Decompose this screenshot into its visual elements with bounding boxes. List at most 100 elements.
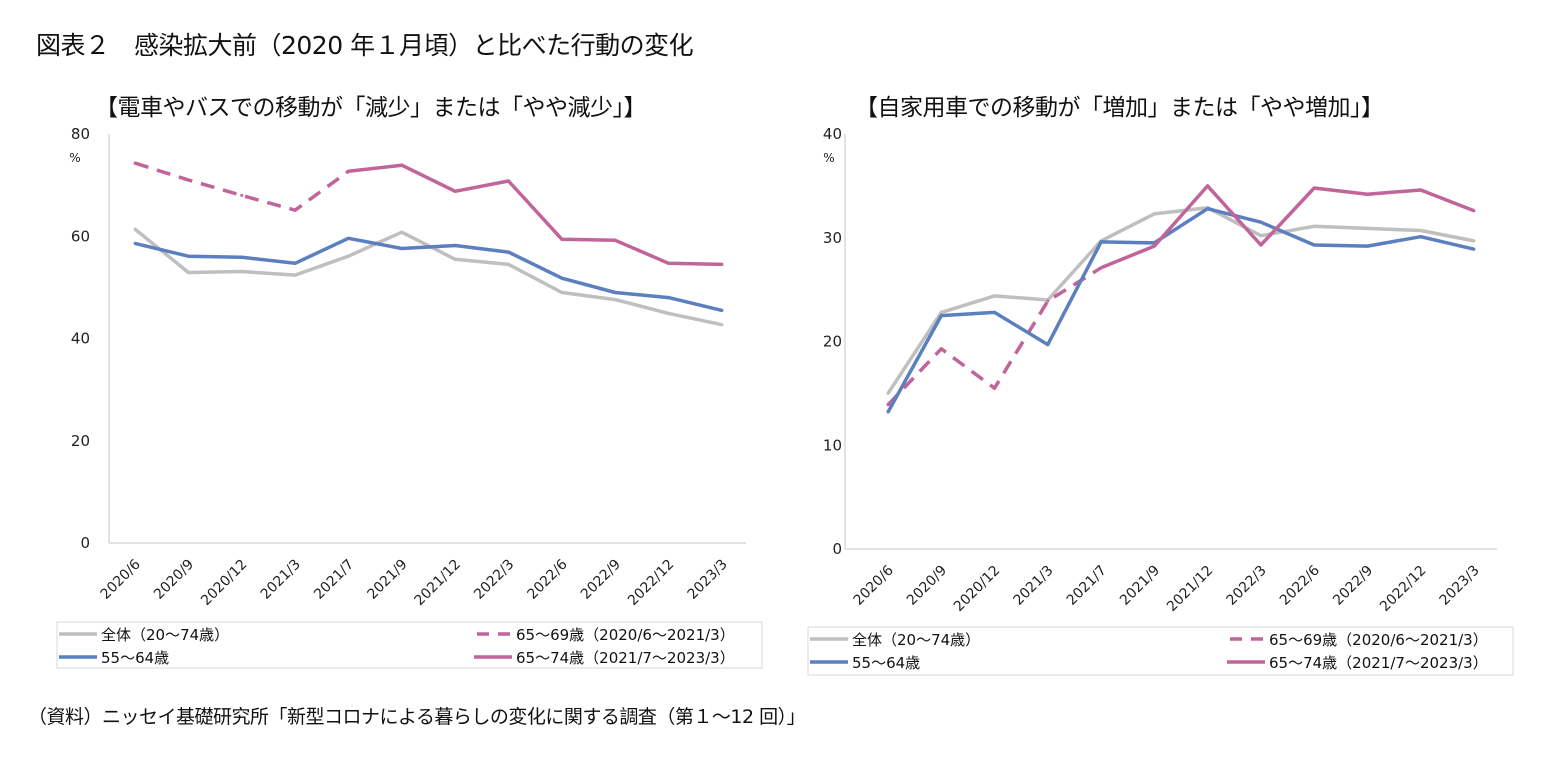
data-point-series-0 (1259, 234, 1263, 238)
x-tick-label: 2021/3 (1010, 563, 1056, 609)
data-point-series-3 (1472, 209, 1476, 213)
data-point-series-0 (346, 254, 350, 258)
x-tick-label: 2022/6 (1277, 562, 1323, 608)
data-point-series-2 (993, 310, 997, 314)
data-point-series-3 (613, 238, 617, 242)
data-point-series-2 (720, 308, 724, 312)
x-tick-label: 2022/9 (1330, 563, 1376, 609)
data-point-series-2 (667, 296, 671, 300)
legend-label: 65～69歳（2020/6～2021/3） (516, 626, 735, 644)
data-point-series-2 (400, 247, 404, 251)
data-point-series-1 (240, 193, 244, 197)
data-point-series-2 (186, 254, 190, 258)
data-point-series-0 (507, 262, 511, 266)
data-point-series-0 (1419, 228, 1423, 232)
data-point-series-2 (1099, 240, 1103, 244)
x-tick-label: 2021/12 (1164, 563, 1216, 615)
data-point-series-1 (939, 347, 943, 351)
source-note: （資料）ニッセイ基礎研究所「新型コロナによる暮らしの変化に関する調査（第１～12… (28, 706, 806, 728)
data-point-series-1 (186, 178, 190, 182)
data-point-series-2 (1419, 235, 1423, 239)
series-line-3 (348, 163, 723, 267)
data-point-series-2 (886, 410, 890, 414)
data-point-series-2 (133, 241, 137, 245)
data-point-series-3 (1419, 188, 1423, 192)
data-point-series-1 (1046, 299, 1050, 303)
legend-label: 65～69歳（2020/6～2021/3） (1269, 631, 1488, 649)
y-unit-label: % (69, 151, 80, 165)
y-tick-label: 30 (823, 229, 842, 247)
x-tick-label: 2022/12 (1377, 563, 1429, 615)
y-tick-label: 20 (823, 333, 842, 351)
y-tick-label: 0 (832, 540, 842, 558)
data-point-series-0 (993, 294, 997, 298)
series-line-1 (886, 266, 1103, 407)
data-point-series-0 (667, 311, 671, 315)
data-point-series-0 (133, 227, 137, 231)
data-point-series-0 (613, 298, 617, 302)
x-tick-label: 2020/6 (851, 562, 897, 608)
x-tick-label: 2021/9 (1117, 563, 1163, 609)
data-point-series-2 (1472, 247, 1476, 251)
series-line-3 (1100, 184, 1475, 270)
legend-label: 55～64歳 (852, 654, 920, 672)
data-point-series-3 (560, 237, 564, 241)
chart-title-train-bus: 【電車やバスでの移動が「減少」または「やや減少」】 (95, 95, 647, 121)
y-tick-label: 20 (71, 432, 90, 450)
data-point-series-1 (293, 208, 297, 212)
x-tick-label: 2023/3 (1437, 563, 1483, 609)
data-point-series-1 (886, 403, 890, 407)
data-point-series-0 (1472, 239, 1476, 243)
series-line-1 (134, 161, 350, 212)
legend-box (807, 626, 1514, 676)
data-point-series-0 (240, 270, 244, 274)
data-point-series-2 (293, 261, 297, 265)
legend-box (56, 621, 763, 669)
data-point-series-0 (1312, 224, 1316, 228)
y-tick-label: 40 (71, 330, 90, 348)
data-point-series-0 (186, 271, 190, 275)
x-tick-label: 2021/7 (1064, 563, 1110, 609)
data-point-series-0 (1365, 226, 1369, 230)
data-point-series-3 (720, 262, 724, 266)
data-point-series-3 (1312, 186, 1316, 190)
data-point-series-2 (240, 255, 244, 259)
data-point-series-2 (1312, 243, 1316, 247)
data-point-series-0 (886, 391, 890, 395)
data-point-series-3 (1152, 244, 1156, 248)
data-point-series-1 (133, 161, 137, 165)
data-point-series-3 (453, 189, 457, 193)
x-tick-label: 2020/12 (951, 563, 1003, 615)
data-point-series-3 (667, 261, 671, 265)
legend-label: 55～64歳 (101, 649, 169, 667)
data-point-series-3 (1206, 184, 1210, 188)
data-point-series-2 (1259, 220, 1263, 224)
data-point-series-3 (400, 163, 404, 167)
data-point-series-2 (613, 290, 617, 294)
legend-label: 全体（20～74歳） (852, 631, 980, 649)
data-point-series-0 (939, 310, 943, 314)
y-tick-label: 60 (71, 227, 90, 245)
data-point-series-3 (1365, 192, 1369, 196)
data-point-series-2 (1365, 244, 1369, 248)
x-tick-label: 2022/3 (1224, 563, 1270, 609)
series-line-2 (886, 206, 1475, 413)
data-point-series-2 (453, 243, 457, 247)
series-line-2 (134, 236, 723, 313)
chart-title-private-car: 【自家用車での移動が「増加」または「やや増加」】 (855, 95, 1384, 121)
data-point-series-2 (507, 250, 511, 254)
y-tick-label: 0 (80, 534, 90, 552)
data-point-series-3 (1259, 243, 1263, 247)
data-point-series-0 (453, 257, 457, 261)
data-point-series-3 (507, 179, 511, 183)
data-point-series-0 (720, 323, 724, 327)
y-unit-label: % (823, 151, 834, 165)
data-point-series-2 (346, 236, 350, 240)
data-point-series-1 (993, 386, 997, 390)
legend-label: 65～74歳（2021/7～2023/3） (516, 649, 735, 667)
data-point-series-2 (939, 314, 943, 318)
data-point-series-2 (1046, 343, 1050, 347)
data-point-series-3 (1099, 266, 1103, 270)
